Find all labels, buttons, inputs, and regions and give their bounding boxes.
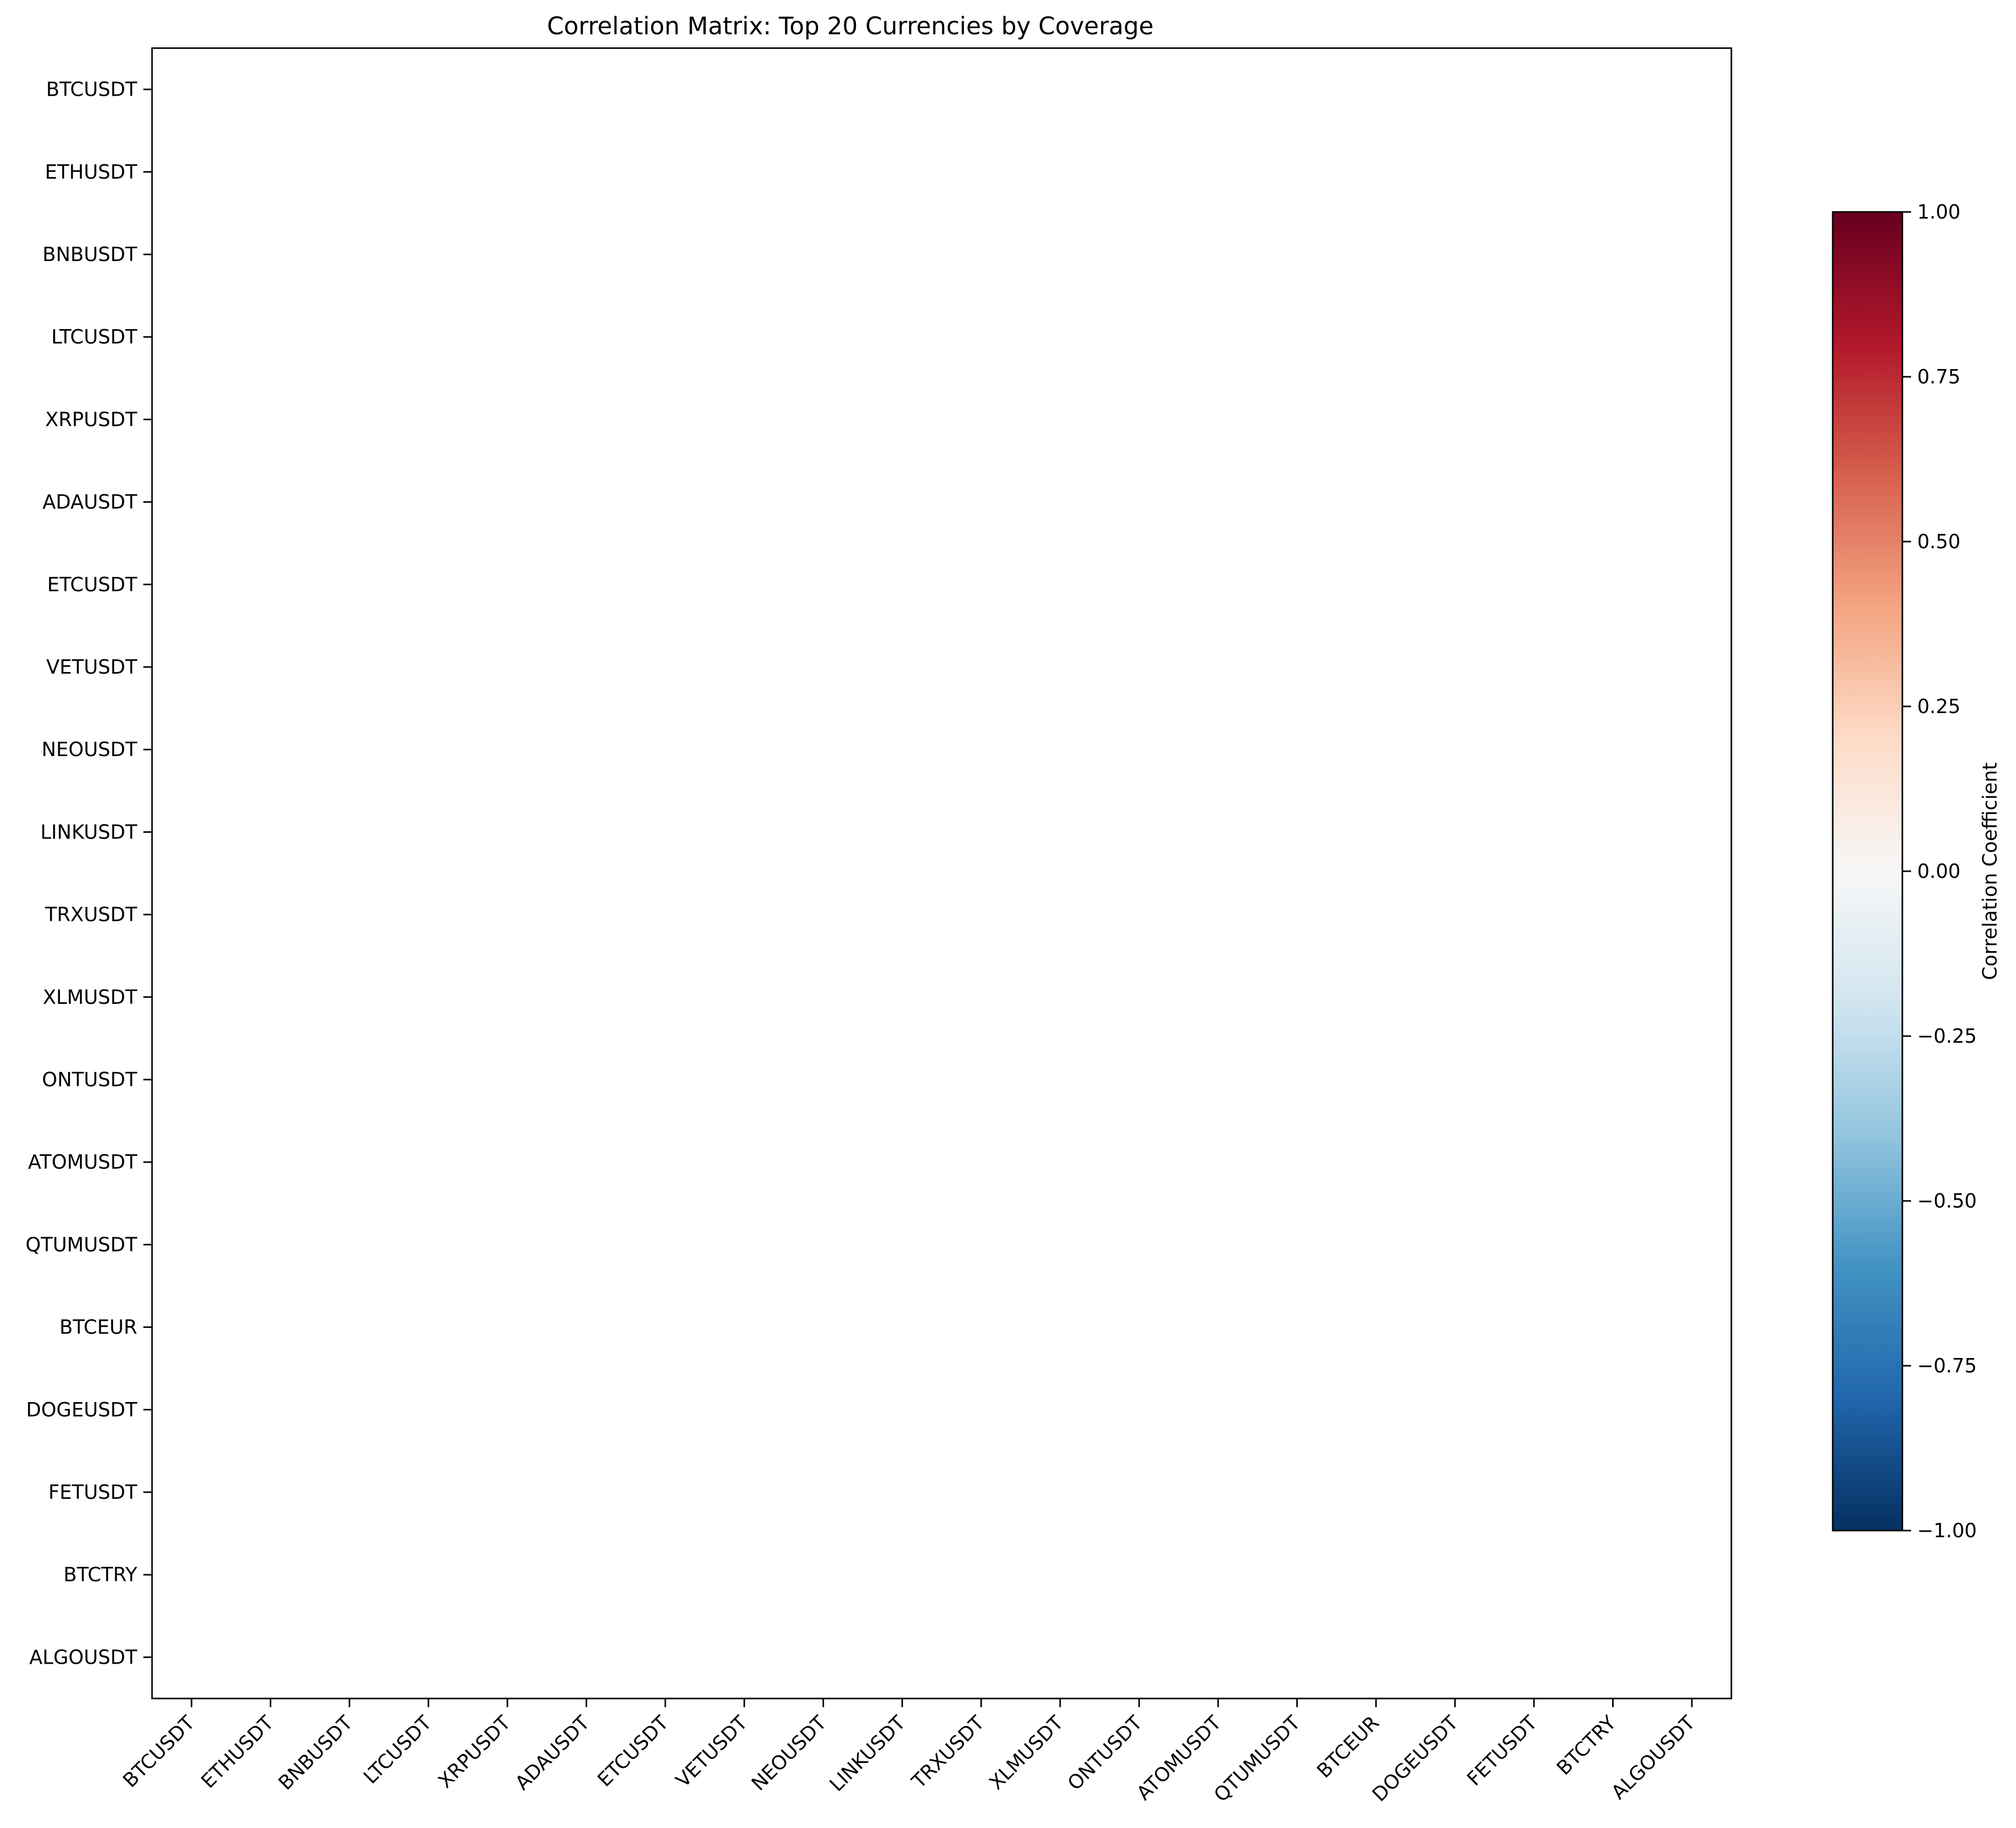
y-tick-label: ATOMUSDT <box>28 1151 138 1173</box>
y-tick-label: ONTUSDT <box>42 1068 138 1091</box>
colorbar: 1.00 0.75 0.50 0.25 0.00 −0.25 −0.50 −0.75 −1.00 <box>1832 201 1977 1542</box>
y-tick-label: ALGOUSDT <box>29 1646 138 1668</box>
colorbar-tick-label: 1.00 <box>1917 201 1961 223</box>
y-tick-label: BTCUSDT <box>46 78 138 101</box>
y-tick-label: BNBUSDT <box>42 243 138 266</box>
y-tick-label: ETHUSDT <box>45 161 138 183</box>
y-tick-label: XLMUSDT <box>43 986 138 1008</box>
y-axis: BTCUSDT ETHUSDT BNBUSDT LTCUSDT XRPUSDT ADAUS… <box>26 78 152 1668</box>
y-tick-label: TRXUSDT <box>45 904 138 926</box>
y-tick-label: VETUSDT <box>46 656 137 678</box>
plot-frame <box>151 47 1732 1700</box>
colorbar-tick-label: −0.75 <box>1917 1354 1977 1377</box>
chart-title: Correlation Matrix: Top 20 Currencies by… <box>547 12 1154 40</box>
y-tick-label: DOGEUSDT <box>26 1399 138 1421</box>
y-tick-label: BTCEUR <box>59 1316 137 1339</box>
colorbar-tick-label: −1.00 <box>1917 1519 1977 1542</box>
y-tick-label: QTUMUSDT <box>26 1233 138 1256</box>
colorbar-tick-label: −0.25 <box>1917 1025 1977 1047</box>
y-tick-label: ETCUSDT <box>47 573 138 596</box>
y-tick-label: LTCUSDT <box>51 326 138 348</box>
y-tick-label: NEOUSDT <box>41 738 138 761</box>
colorbar-tick-label: 0.00 <box>1917 860 1961 883</box>
y-tick-label: LINKUSDT <box>40 821 138 843</box>
colorbar-gradient <box>1832 211 1903 1532</box>
colorbar-label: Correlation Coefficient <box>1979 762 2001 980</box>
colorbar-tick-label: 0.25 <box>1917 695 1961 718</box>
y-tick-label: FETUSDT <box>49 1481 138 1503</box>
y-tick-label: BTCTRY <box>63 1563 138 1586</box>
colorbar-tick-label: −0.50 <box>1917 1190 1977 1212</box>
colorbar-tick-label: 0.75 <box>1917 365 1961 388</box>
colorbar-tick-label: 0.50 <box>1917 530 1961 553</box>
y-tick-label: XRPUSDT <box>45 408 138 431</box>
y-tick-label: ADAUSDT <box>42 491 138 513</box>
heatmap-plot-area <box>151 47 1732 1700</box>
